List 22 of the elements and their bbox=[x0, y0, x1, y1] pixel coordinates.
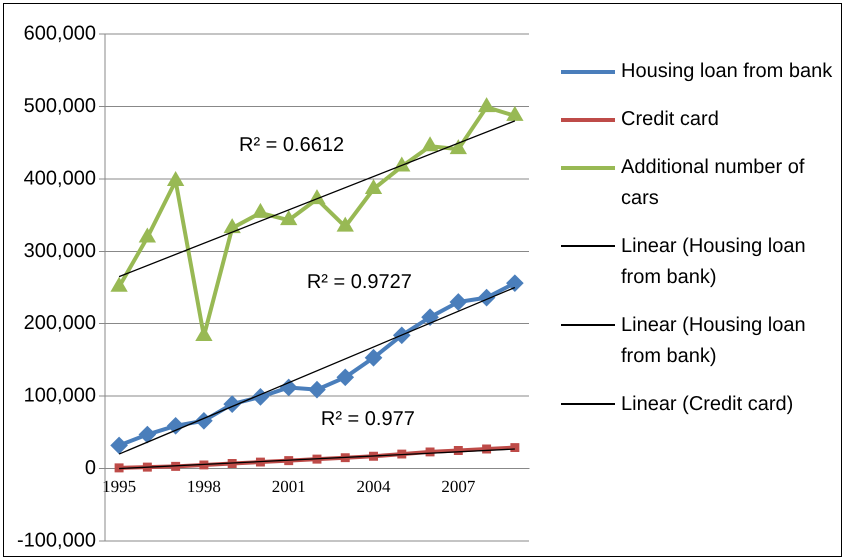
legend-label: Linear (Credit card) bbox=[621, 392, 794, 417]
legend-label: Additional number of cars bbox=[621, 155, 806, 211]
y-tick-label: 0 bbox=[84, 457, 96, 480]
legend-label: Housing loan from bank bbox=[621, 59, 834, 84]
legend-label: Linear (Housing loan from bank) bbox=[621, 313, 807, 369]
y-tick-label: 100,000 bbox=[24, 384, 96, 407]
x-tick-label: 2001 bbox=[272, 477, 306, 496]
legend-label: Linear (Housing loan from bank) bbox=[621, 234, 807, 290]
annotation: R² = 0.977 bbox=[320, 408, 415, 430]
x-tick-label: 2007 bbox=[441, 477, 476, 496]
x-tick-label: 2004 bbox=[356, 477, 392, 496]
y-tick-label: 400,000 bbox=[24, 167, 96, 190]
y-tick-label: 500,000 bbox=[24, 94, 96, 117]
x-tick-label: 1995 bbox=[102, 477, 136, 496]
y-tick-label: -100,000 bbox=[16, 530, 96, 552]
y-tick-label: 600,000 bbox=[24, 22, 96, 45]
annotation: R² = 0.6612 bbox=[238, 134, 344, 156]
legend-label: Credit card bbox=[621, 107, 720, 132]
annotation: R² = 0.9727 bbox=[306, 270, 412, 293]
x-tick-label: 1998 bbox=[186, 477, 221, 496]
y-tick-label: 300,000 bbox=[24, 240, 96, 262]
y-tick-label: 200,000 bbox=[24, 312, 96, 334]
